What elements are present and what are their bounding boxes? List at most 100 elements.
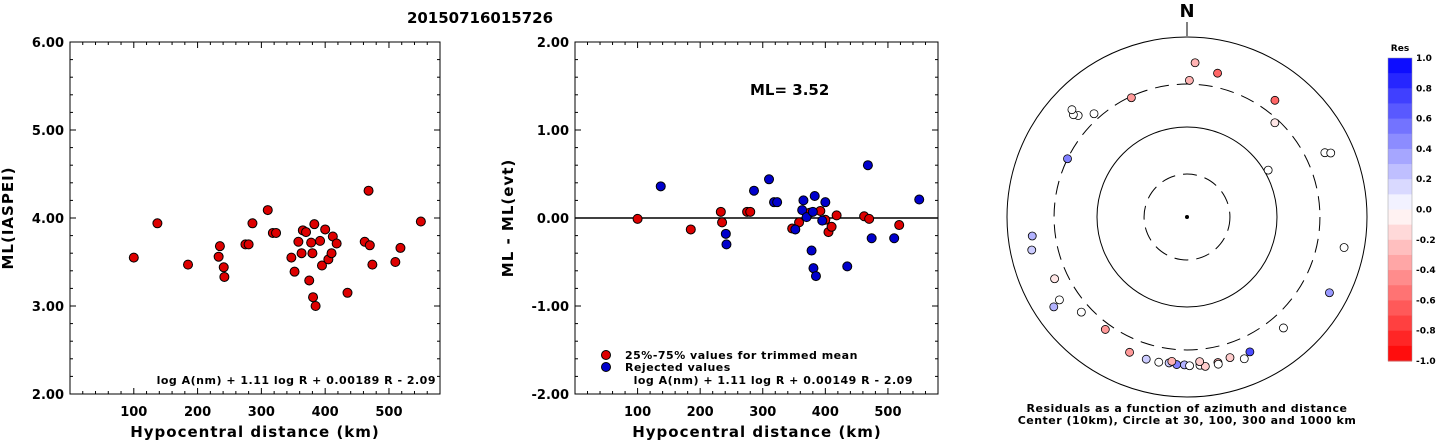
p2-series1-point-9 xyxy=(798,195,809,206)
colorbar-cell-2 xyxy=(1388,88,1412,104)
p2-series1-point-22 xyxy=(914,194,925,205)
p2-legend-marker-rejected xyxy=(601,362,611,372)
p1-point-27 xyxy=(320,224,331,235)
p2-series1-point-15 xyxy=(810,271,821,282)
colorbar-label-2: 0.6 xyxy=(1416,115,1432,125)
colorbar-border xyxy=(1387,57,1413,362)
p1-point-23 xyxy=(309,219,320,230)
panel-residual-vs-distance: 100 200 300 400 500 -2.00 -1.00 0.00 1.00 2.00 ML… xyxy=(499,36,939,441)
colorbar-cell-11 xyxy=(1388,224,1412,241)
p1-point-13 xyxy=(286,252,297,263)
p2-series1-point-4 xyxy=(764,174,775,185)
polar-point-33 xyxy=(1195,357,1205,366)
p1-ytick-label-0: 2.00 xyxy=(32,388,64,403)
p1-xtick-label-4: 500 xyxy=(375,405,402,420)
polar-point-7 xyxy=(1067,105,1077,115)
p1-xtick-label-2: 300 xyxy=(248,405,275,420)
p2-xtick-label-0: 100 xyxy=(624,405,651,420)
p1-point-35 xyxy=(364,240,375,251)
p1-point-19 xyxy=(304,275,315,286)
colorbar-cell-8 xyxy=(1388,179,1412,195)
polar-point-15 xyxy=(1027,245,1037,255)
polar-point-36 xyxy=(1245,347,1255,357)
p2-legend-label-rejected: Rejected values xyxy=(625,361,731,374)
p1-point-8 xyxy=(243,239,254,250)
polar-point-8 xyxy=(1270,95,1280,105)
polar-point-35 xyxy=(1225,353,1235,362)
colorbar-cell-10 xyxy=(1388,209,1412,226)
colorbar-cell-9 xyxy=(1388,194,1412,210)
p2-series1-point-2 xyxy=(721,239,732,250)
p1-point-24 xyxy=(310,301,321,311)
p1-point-37 xyxy=(390,257,401,267)
colorbar-label-3: 0.4 xyxy=(1416,145,1432,155)
p1-point-16 xyxy=(296,248,307,259)
p2-series1-point-21 xyxy=(889,233,900,244)
colorbar-cell-19 xyxy=(1388,345,1412,362)
colorbar-label-5: 0.0 xyxy=(1416,206,1432,216)
p1-point-6 xyxy=(219,271,230,282)
p1-point-4 xyxy=(214,241,225,252)
polar-point-10 xyxy=(1263,165,1273,175)
p2-formula: log A(nm) + 1.11 log R + 0.00149 R - 2.0… xyxy=(634,374,913,387)
p2-series1-point-3 xyxy=(748,185,759,196)
p1-point-12 xyxy=(271,227,282,238)
p2-ytick-label-0: -2.00 xyxy=(532,388,569,403)
p2-legend-label-trimmed: 25%-75% values for trimmed mean xyxy=(625,349,858,362)
colorbar-cell-13 xyxy=(1388,254,1412,271)
p1-point-31 xyxy=(331,238,342,249)
p2-ml-annotation: ML= 3.52 xyxy=(750,81,829,99)
polar-point-23 xyxy=(1100,325,1110,334)
p1-ytick-label-3: 5.00 xyxy=(32,124,64,139)
polar-point-22 xyxy=(1279,323,1288,333)
p1-point-29 xyxy=(326,248,337,259)
p1-point-26 xyxy=(316,260,327,271)
p2-series1-point-10 xyxy=(801,212,812,223)
p1-ytick-label-2: 4.00 xyxy=(32,212,64,227)
colorbar-cell-5 xyxy=(1388,133,1412,150)
polar-point-4 xyxy=(1089,109,1099,119)
p2-series1-point-14 xyxy=(809,191,820,201)
colorbar-cell-0 xyxy=(1388,58,1412,74)
polar-ring-100km xyxy=(1096,126,1278,308)
polar-point-19 xyxy=(1076,307,1086,317)
polar-point-0 xyxy=(1190,58,1200,68)
p2-series1-point-18 xyxy=(842,261,853,272)
p1-point-21 xyxy=(307,248,318,259)
polar-point-24 xyxy=(1125,347,1134,357)
polar-point-2 xyxy=(1184,75,1194,85)
north-label: N xyxy=(1179,1,1194,22)
colorbar-cell-17 xyxy=(1388,315,1412,332)
colorbar-cell-15 xyxy=(1388,285,1412,301)
polar-point-12 xyxy=(1326,148,1336,158)
polar-ring-300km xyxy=(1053,83,1321,351)
polar-point-18 xyxy=(1055,295,1064,305)
polar-ring-30km xyxy=(1143,173,1231,261)
p2-series0-point-16 xyxy=(894,220,905,231)
panel-azimuth-distance: N Residuals as a function of azimuth and… xyxy=(1006,1,1368,427)
polar-point-14 xyxy=(1027,231,1037,241)
p1-point-32 xyxy=(342,287,353,298)
p1-frame xyxy=(69,41,441,395)
colorbar-label-1: 0.8 xyxy=(1416,84,1432,94)
polar-point-13 xyxy=(1063,154,1072,164)
p1-point-14 xyxy=(289,266,300,277)
polar-point-21 xyxy=(1325,288,1334,298)
polar-point-26 xyxy=(1154,357,1164,367)
p2-series1-point-16 xyxy=(817,215,828,226)
p2-ytick-label-4: 2.00 xyxy=(537,36,569,51)
p1-point-39 xyxy=(415,216,426,227)
colorbar-cell-14 xyxy=(1388,270,1412,286)
colorbar-cell-6 xyxy=(1388,148,1412,165)
polar-point-3 xyxy=(1126,93,1136,103)
p2-xlabel: Hypocentral distance (km) xyxy=(632,423,882,441)
colorbar-cell-3 xyxy=(1388,103,1412,120)
figure-title: 20150716015726 xyxy=(407,9,553,27)
p1-point-2 xyxy=(183,259,194,270)
p2-series1-point-11 xyxy=(806,245,817,256)
colorbar-label-8: -0.6 xyxy=(1416,296,1436,306)
p1-ytick-label-1: 3.00 xyxy=(32,300,64,315)
polar-point-20 xyxy=(1339,243,1349,252)
p1-ylabel: ML(IASPEI) xyxy=(0,166,17,269)
